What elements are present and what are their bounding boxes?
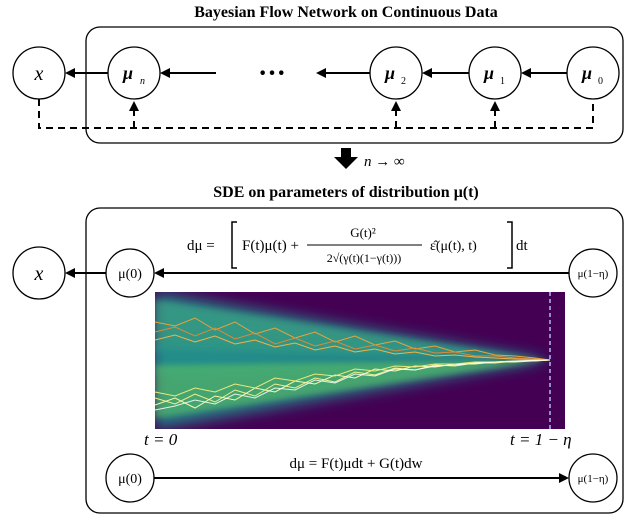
t-right-label: t = 1 − η <box>510 430 572 449</box>
bottom-right-node: μ(1−η) <box>568 248 618 298</box>
bottom-left-node-label: μ(0) <box>118 267 142 282</box>
forward-left-node-label: μ(0) <box>118 472 142 487</box>
top-node-mu-1: μ 1 <box>468 46 522 100</box>
t-left-label: t = 0 <box>144 430 178 449</box>
mu-2-base: μ <box>384 63 395 83</box>
reverse-sde-equation: dμ = F(t)μ(t) + G(t)² 2√(γ(t)(1−γ(t))) ε… <box>187 221 529 269</box>
forward-right-node-label: μ(1−η) <box>578 473 609 485</box>
top-node-mu-0: μ 0 <box>566 46 620 100</box>
top-node-mu-2: μ 2 <box>369 46 423 100</box>
trajectory-yellow-2 <box>155 359 551 409</box>
trajectory-heatmap <box>155 292 565 429</box>
trajectory-orange-1 <box>155 317 551 361</box>
trajectory-yellow-3 <box>155 359 551 397</box>
trajectory-orange-3 <box>155 334 551 361</box>
forward-left-node: μ(0) <box>105 453 155 503</box>
top-container <box>85 26 624 144</box>
down-arrow-icon <box>334 148 358 169</box>
top-x-node: x <box>12 46 66 100</box>
svg-text:μ: μ <box>122 63 133 83</box>
mu-0-sub: 0 <box>598 76 603 87</box>
bottom-x-node: x <box>12 246 66 300</box>
bottom-left-node: μ(0) <box>105 248 155 298</box>
rev-eq-suffix: dt <box>516 238 529 254</box>
mu-n-sub: n <box>140 76 145 87</box>
top-node-mu-n: μ n <box>107 46 161 100</box>
mu-n-base: μ <box>122 63 133 83</box>
bottom-title: SDE on parameters of distribution μ(t) <box>213 184 479 201</box>
top-x-label: x <box>34 63 44 85</box>
rev-eq-eps: ε̂(μ(t), t) <box>430 239 477 254</box>
trajectory-orange-2 <box>155 326 551 361</box>
forward-right-node: μ(1−η) <box>568 453 618 503</box>
rev-eq-prefix: dμ = <box>187 238 215 254</box>
limit-text: n → ∞ <box>364 154 405 170</box>
rev-eq-den: 2√(γ(t)(1−γ(t))) <box>327 251 402 265</box>
trajectory-yellow-4 <box>155 359 551 411</box>
rev-eq-F: F(t)μ(t) + <box>242 238 299 254</box>
bottom-x-label: x <box>34 263 44 285</box>
mu-2-sub: 2 <box>401 76 406 87</box>
forward-sde-equation: dμ = F(t)μdt + G(t)dw <box>290 456 423 472</box>
dashed-feedback-line <box>38 99 594 129</box>
bottom-right-node-label: μ(1−η) <box>578 268 609 280</box>
mu-0-base: μ <box>581 63 592 83</box>
rev-eq-num: G(t)² <box>350 225 376 240</box>
mu-1-base: μ <box>483 63 494 83</box>
top-title: Bayesian Flow Network on Continuous Data <box>194 4 498 21</box>
mu-1-sub: 1 <box>500 76 505 87</box>
ellipsis: ··· <box>258 58 286 89</box>
bottom-container <box>85 207 624 514</box>
